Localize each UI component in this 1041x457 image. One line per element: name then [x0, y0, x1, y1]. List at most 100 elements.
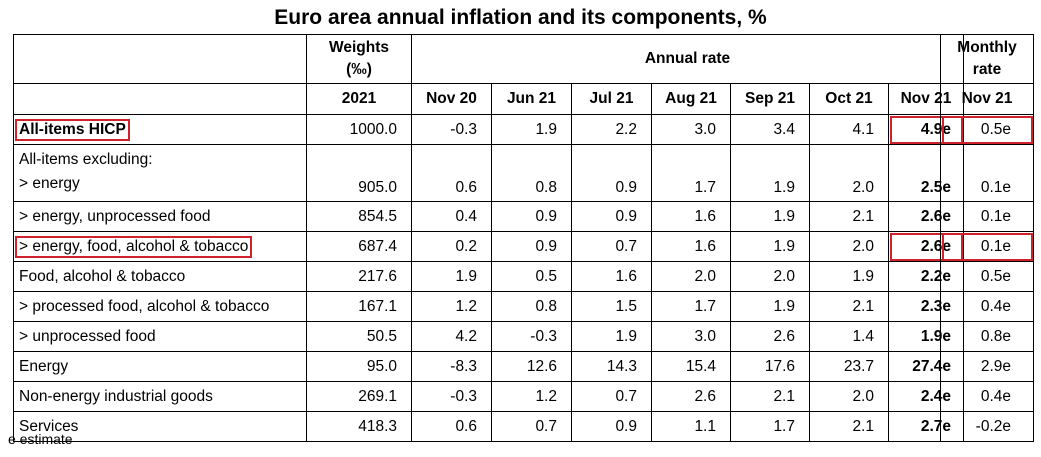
- value-cell: -8.3: [411, 351, 492, 382]
- monthly-month-header: Nov 21: [940, 83, 1034, 115]
- month-header: Oct 21: [809, 83, 889, 115]
- value-cell: 0.9: [571, 144, 652, 202]
- value-cell: -0.3: [491, 321, 572, 352]
- value-cell: 2.0: [809, 144, 889, 202]
- weights-header: Weights (‰): [306, 34, 412, 84]
- month-header: Jun 21: [491, 83, 572, 115]
- value-cell: 2.2: [571, 114, 652, 145]
- value-cell: 1.1: [651, 411, 731, 442]
- weight-cell: 217.6: [306, 261, 412, 292]
- value-cell: 1.9: [571, 321, 652, 352]
- row-label: Food, alcohol & tobacco: [13, 261, 307, 292]
- value-cell: 0.9: [571, 201, 652, 232]
- monthly-value-cell: 0.1e: [940, 231, 1034, 262]
- value-cell: 1.7: [730, 411, 810, 442]
- value-cell: 1.9: [730, 201, 810, 232]
- row-label: > energy, unprocessed food: [13, 201, 307, 232]
- monthly-value-cell: 0.1e: [940, 144, 1034, 202]
- value-cell: 1.6: [651, 201, 731, 232]
- value-cell: 1.7: [651, 144, 731, 202]
- weight-cell: 854.5: [306, 201, 412, 232]
- corner-cell: [13, 34, 307, 84]
- value-cell: 1.4: [809, 321, 889, 352]
- month-header: Aug 21: [651, 83, 731, 115]
- monthly-value-cell: 0.1e: [940, 201, 1034, 232]
- weight-cell: 905.0: [306, 144, 412, 202]
- value-cell: 2.0: [809, 381, 889, 412]
- blank-header-cell: [13, 83, 307, 115]
- value-cell: 14.3: [571, 351, 652, 382]
- annual-rate-header: Annual rate: [411, 34, 964, 84]
- row-label: All-items HICP: [13, 114, 307, 145]
- value-cell: 3.0: [651, 114, 731, 145]
- value-cell: 1.2: [411, 291, 492, 322]
- table-row: Energy 95.0 -8.3 12.6 14.3 15.4 17.6 23.7 27.4e: [13, 351, 964, 382]
- value-cell: 1.9: [809, 261, 889, 292]
- value-cell: 23.7: [809, 351, 889, 382]
- value-cell: -0.3: [411, 114, 492, 145]
- value-cell: 1.6: [571, 261, 652, 292]
- weight-cell: 269.1: [306, 381, 412, 412]
- value-cell: 2.0: [809, 231, 889, 262]
- value-cell: 12.6: [491, 351, 572, 382]
- monthly-value-cell: 0.5e: [940, 114, 1034, 145]
- month-header: Sep 21: [730, 83, 810, 115]
- monthly-value-cell: 2.9e: [940, 351, 1034, 382]
- value-cell: 15.4: [651, 351, 731, 382]
- value-cell: 0.4: [411, 201, 492, 232]
- monthly-value-cell: 0.8e: [940, 321, 1034, 352]
- value-cell: 2.0: [651, 261, 731, 292]
- value-cell: 3.0: [651, 321, 731, 352]
- table-row: Non-energy industrial goods 269.1 -0.3 1.2 0…: [13, 381, 964, 412]
- value-cell: 2.1: [809, 411, 889, 442]
- row-label: > unprocessed food: [13, 321, 307, 352]
- value-cell: 1.9: [730, 144, 810, 202]
- value-cell: 2.6: [651, 381, 731, 412]
- value-cell: 0.2: [411, 231, 492, 262]
- row-label: > energy, food, alcohol & tobacco: [13, 231, 307, 262]
- month-header: Nov 20: [411, 83, 492, 115]
- table-row: Food, alcohol & tobacco 217.6 1.9 0.5 1.6 2.0…: [13, 261, 964, 292]
- monthly-value-cell: 0.5e: [940, 261, 1034, 292]
- value-cell: 0.8: [491, 291, 572, 322]
- weight-cell: 1000.0: [306, 114, 412, 145]
- value-cell: 4.2: [411, 321, 492, 352]
- value-cell: 2.6: [730, 321, 810, 352]
- value-cell: 4.1: [809, 114, 889, 145]
- value-cell: 0.9: [491, 201, 572, 232]
- weight-cell: 50.5: [306, 321, 412, 352]
- value-cell: 0.8: [491, 144, 572, 202]
- monthly-value-cell: 0.4e: [940, 291, 1034, 322]
- value-cell: 1.7: [651, 291, 731, 322]
- row-label: Energy: [13, 351, 307, 382]
- monthly-value-cell: 0.4e: [940, 381, 1034, 412]
- weight-year-header: 2021: [306, 83, 412, 115]
- table-row: All-items HICP 1000.0 -0.3 1.9 2.2 3.0 3.4 4.1 4…: [13, 114, 964, 145]
- value-cell: 0.7: [571, 231, 652, 262]
- value-cell: 1.5: [571, 291, 652, 322]
- weight-cell: 95.0: [306, 351, 412, 382]
- annual-rate-table: Weights (‰) Annual rate 2021 Nov 20 Jun 21…: [13, 34, 964, 442]
- row-label: Non-energy industrial goods: [13, 381, 307, 412]
- table-row: > energy, food, alcohol & tobacco 687.4 0.…: [13, 231, 964, 262]
- value-cell: 1.6: [651, 231, 731, 262]
- value-cell: 0.6: [411, 144, 492, 202]
- monthly-rate-table: Monthly rate Nov 21 0.5e 0.1e 0.1e 0.1e 0.5e 0…: [940, 34, 1034, 442]
- month-header: Jul 21: [571, 83, 652, 115]
- table-title: Euro area annual inflation and its compo…: [274, 6, 767, 29]
- value-cell: 2.1: [809, 291, 889, 322]
- value-cell: 0.9: [571, 411, 652, 442]
- weight-cell: 167.1: [306, 291, 412, 322]
- table-row: > energy, unprocessed food 854.5 0.4 0.9 0.9…: [13, 201, 964, 232]
- value-cell: 0.5: [491, 261, 572, 292]
- value-cell: 0.6: [411, 411, 492, 442]
- value-cell: 3.4: [730, 114, 810, 145]
- footnote: e estimate: [8, 431, 73, 447]
- value-cell: 0.7: [571, 381, 652, 412]
- value-cell: 1.9: [730, 291, 810, 322]
- table-row: > unprocessed food 50.5 4.2 -0.3 1.9 3.0 2.6 1.…: [13, 321, 964, 352]
- value-cell: 2.1: [809, 201, 889, 232]
- row-label: All-items excluding: > energy: [13, 144, 307, 202]
- value-cell: 1.2: [491, 381, 572, 412]
- value-cell: 1.9: [411, 261, 492, 292]
